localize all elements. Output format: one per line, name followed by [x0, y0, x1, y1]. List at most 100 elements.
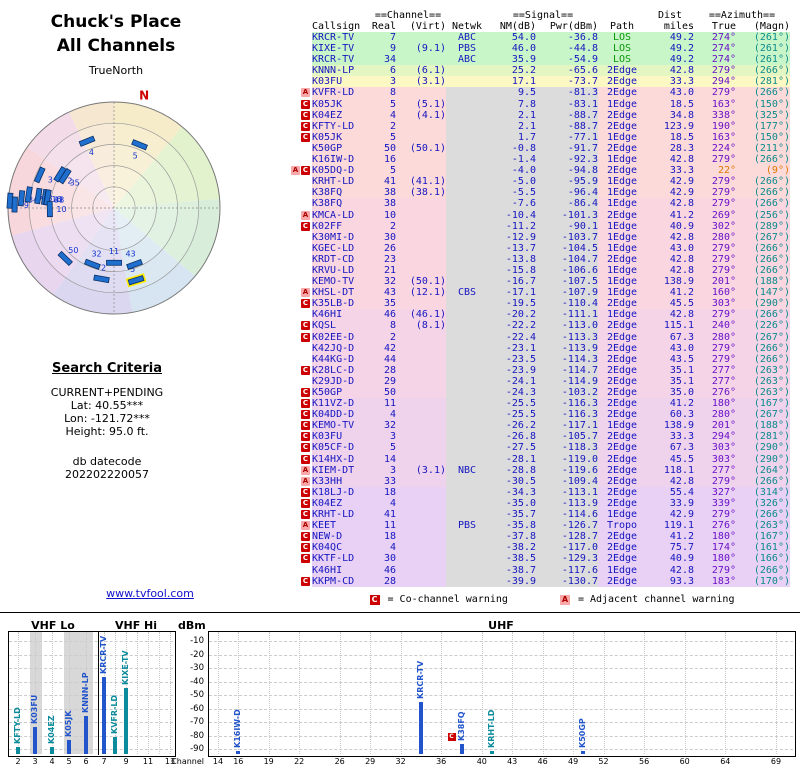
real-channel-cell: 11	[383, 398, 396, 410]
true-azimuth-cell: 180°	[711, 398, 736, 410]
channel-gridline	[18, 632, 19, 754]
network-cell	[446, 176, 488, 188]
table-row: KRVU-LD 21 -15.8 -106.6 1Edge 42.8 279° (266°)	[312, 264, 790, 277]
real-channel-cell: 32	[383, 420, 396, 432]
magnetic-azimuth-cell: (9°)	[765, 165, 790, 177]
distance-cell: 41.2	[669, 287, 694, 299]
warning-markers: C	[301, 110, 310, 120]
power-cell: -111.1	[536, 309, 598, 321]
table-group-header: ==Channel== ==Signal== Dist ==Azimuth==	[312, 10, 790, 21]
power-cell: -117.0	[536, 542, 598, 554]
dbm-gridline	[9, 722, 173, 723]
tvfool-link[interactable]: www.tvfool.com	[106, 587, 194, 600]
noise-margin-cell: -28.1	[488, 453, 536, 465]
real-channel-cell: 3	[389, 464, 396, 476]
channel-gridline	[603, 632, 605, 754]
path-cell: 2Edge	[606, 442, 638, 454]
channel-gridline	[684, 632, 686, 754]
true-azimuth-cell: 274°	[711, 43, 736, 55]
table-row: C K02EE-D 2 -22.4 -113.3 2Edge 67.3 280° (267°)	[301, 331, 790, 343]
channel-gridline	[339, 632, 341, 754]
azimuth-group-header: ==Azimuth==	[708, 10, 776, 21]
channel-gridline	[725, 632, 727, 754]
true-azimuth-cell: 276°	[711, 387, 736, 398]
table-row: KNNN-LP 6 (6.1) 25.2 -65.6 2Edge 42.8 279° (266°…	[312, 65, 790, 77]
search-mode: CURRENT+PENDING	[50, 386, 164, 399]
callsign-cell: K05DQ-D	[312, 165, 355, 177]
report-title-line1: Chuck's Place	[50, 12, 182, 32]
real-channel-cell: 5	[389, 442, 396, 454]
magnetic-azimuth-cell: (263°)	[753, 520, 790, 532]
path-cell: 2Edge	[606, 486, 638, 498]
true-azimuth-cell: 327°	[711, 486, 736, 498]
power-cell: -119.6	[536, 464, 598, 476]
real-channel-cell: 18	[383, 486, 396, 498]
network-cell: ABC	[457, 32, 477, 43]
virtual-channel-cell	[396, 332, 446, 343]
vhf-chart-box	[8, 631, 176, 757]
real-channel-cell: 5	[389, 165, 396, 177]
co-channel-warning-icon: C	[301, 554, 310, 564]
true-azimuth-cell: 279°	[711, 187, 736, 199]
callsign-cell: K04EZ	[312, 109, 343, 121]
table-row: KRDT-CD 23 -13.8 -104.7 2Edge 42.8 279° (266°)	[312, 253, 790, 265]
power-cell: -126.7	[536, 520, 598, 532]
station-bar-label: 3	[48, 176, 53, 185]
callsign-cell: K05CF-D	[312, 442, 355, 454]
magnetic-azimuth-cell: (266°)	[753, 475, 790, 487]
dbm-gridline	[209, 708, 793, 710]
power-cell: -114.7	[536, 364, 598, 376]
distance-cell: 118.1	[663, 464, 694, 476]
true-azimuth-cell: 174°	[711, 542, 736, 554]
adjacent-channel-warning-icon: A	[301, 465, 310, 475]
true-azimuth-cell: 279°	[711, 65, 736, 77]
path-cell: Tropo	[606, 520, 638, 532]
real-channel-cell: 35	[383, 298, 396, 310]
channel-tick-label: 40	[476, 757, 487, 766]
noise-margin-cell: -17.1	[488, 287, 536, 299]
spectrum-bar	[102, 677, 106, 754]
channel-gridline	[170, 632, 171, 754]
virtual-channel-cell	[396, 221, 446, 232]
co-channel-warning-icon: C	[301, 498, 310, 508]
network-cell	[446, 387, 488, 399]
channel-tick-label: 26	[334, 757, 345, 766]
power-cell: -109.4	[536, 475, 598, 487]
noise-margin-cell: 2.1	[488, 120, 536, 132]
magnetic-azimuth-cell: (267°)	[753, 409, 790, 421]
virtual-channel-cell	[396, 576, 446, 587]
path-cell: 1Edge	[606, 287, 638, 299]
noise-margin-cell: -1.4	[488, 154, 536, 166]
warning-markers: C	[301, 554, 310, 564]
table-row: KGEC-LD 26 -13.7 -104.5 1Edge 43.0 279° (266°)	[312, 242, 790, 254]
real-channel-cell: 38	[383, 187, 396, 199]
station-bar-label: 38	[54, 195, 64, 204]
channel-gridline	[481, 632, 483, 754]
callsign-cell: K42JQ-D	[312, 342, 355, 354]
path-cell: 2Edge	[606, 87, 638, 99]
magnetic-azimuth-cell: (281°)	[753, 76, 790, 88]
callsign-cell: KVFR-LD	[312, 87, 355, 99]
noise-margin-cell: -26.2	[488, 420, 536, 432]
report-title-line2: All Channels	[56, 36, 176, 56]
magnetic-azimuth-cell: (266°)	[753, 509, 790, 521]
station-bar-label: 16	[51, 195, 61, 204]
channel-gridline	[370, 632, 372, 754]
dbm-tick-label: -80	[190, 730, 204, 741]
table-row: C K50GP 50 -24.3 -103.2 2Edge 35.0 276° (263°)	[301, 387, 790, 399]
true-azimuth-cell: 277°	[711, 375, 736, 387]
virtual-channel-cell: (6.1)	[415, 65, 446, 77]
true-azimuth-cell: 240°	[711, 320, 736, 332]
spectrum-bar	[67, 739, 71, 754]
dbm-tick-label: -70	[190, 717, 204, 727]
co-channel-warning-icon: C	[301, 432, 310, 442]
co-channel-warning-icon: C	[301, 299, 310, 309]
magnetic-azimuth-cell: (314°)	[753, 486, 790, 498]
co-channel-warning-icon: C	[301, 121, 310, 131]
magnetic-azimuth-cell: (266°)	[753, 176, 790, 188]
true-azimuth-cell: 180°	[711, 531, 736, 543]
power-cell: -103.2	[536, 387, 598, 399]
power-cell: -114.9	[536, 375, 598, 387]
distance-cell: 138.9	[663, 276, 694, 288]
noise-margin-cell: -20.2	[488, 309, 536, 321]
